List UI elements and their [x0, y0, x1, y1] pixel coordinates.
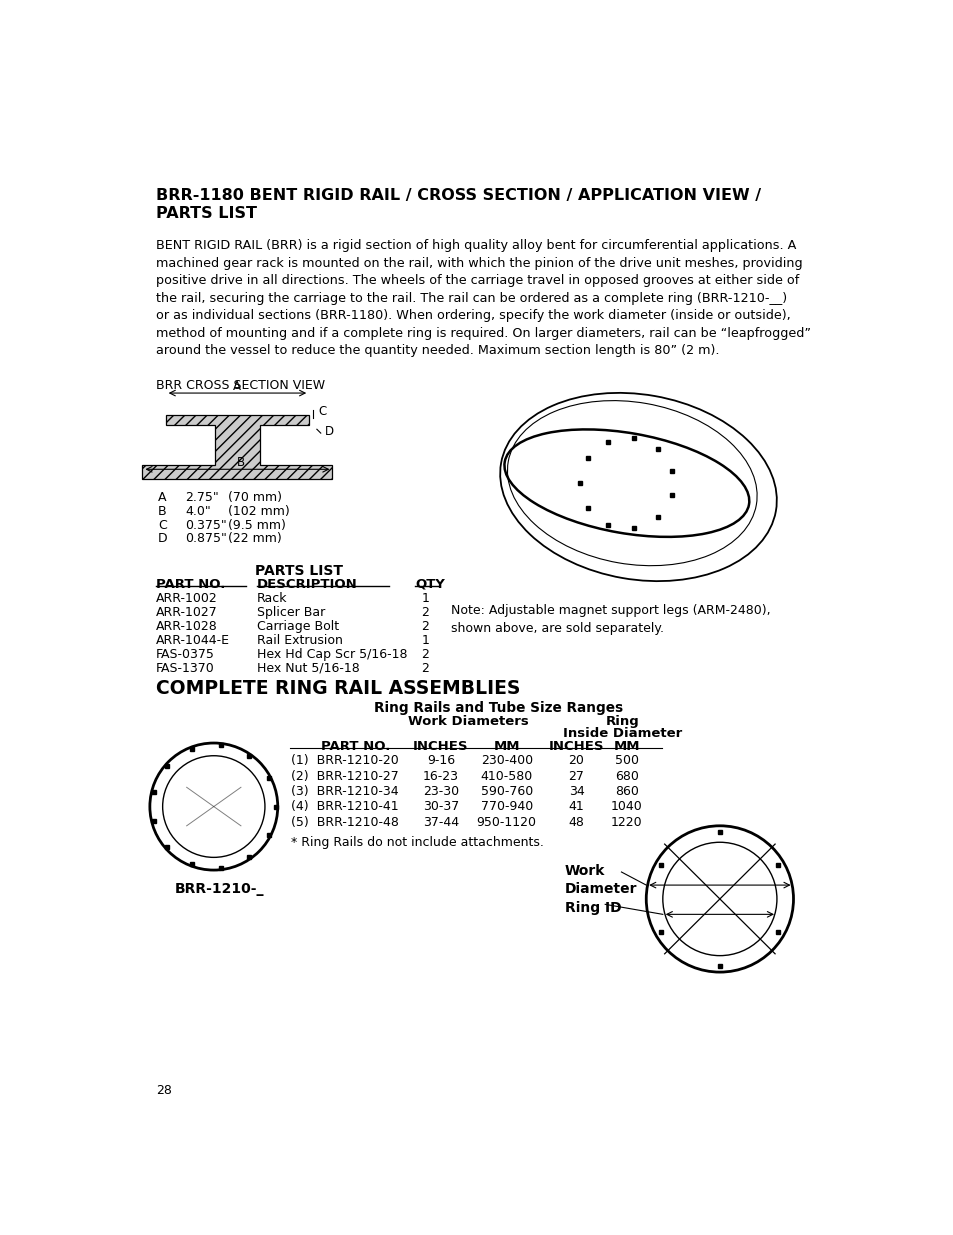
Text: Ring Rails and Tube Size Ranges: Ring Rails and Tube Size Ranges [374, 701, 623, 715]
Text: 0.875": 0.875" [185, 532, 227, 546]
Text: 1220: 1220 [611, 816, 642, 829]
Text: 410-580: 410-580 [480, 769, 533, 783]
Text: D: D [158, 532, 168, 546]
Text: ARR-1028: ARR-1028 [155, 620, 217, 634]
Text: 230-400: 230-400 [480, 755, 533, 767]
Text: 1: 1 [421, 634, 429, 647]
Ellipse shape [162, 756, 265, 857]
Text: (9.5 mm): (9.5 mm) [228, 519, 285, 531]
Text: (5)  BRR-1210-48: (5) BRR-1210-48 [291, 816, 398, 829]
Text: 48: 48 [568, 816, 584, 829]
Text: PART NO.: PART NO. [320, 740, 390, 752]
Text: (4)  BRR-1210-41: (4) BRR-1210-41 [291, 800, 398, 814]
Text: 20: 20 [568, 755, 584, 767]
Text: (1)  BRR-1210-20: (1) BRR-1210-20 [291, 755, 398, 767]
Text: INCHES: INCHES [548, 740, 603, 752]
Text: (2)  BRR-1210-27: (2) BRR-1210-27 [291, 769, 398, 783]
Text: 2: 2 [421, 648, 429, 661]
Text: C: C [318, 405, 326, 417]
Text: 41: 41 [568, 800, 584, 814]
Text: 2: 2 [421, 662, 429, 674]
Text: ARR-1002: ARR-1002 [155, 593, 217, 605]
Text: FAS-0375: FAS-0375 [155, 648, 214, 661]
Text: QTY: QTY [415, 578, 445, 590]
Text: 27: 27 [568, 769, 584, 783]
Text: Work Diameters: Work Diameters [407, 715, 528, 727]
Text: D: D [324, 425, 334, 438]
Text: Hex Hd Cap Scr 5/16-18: Hex Hd Cap Scr 5/16-18 [257, 648, 407, 661]
Text: Hex Nut 5/16-18: Hex Nut 5/16-18 [257, 662, 359, 674]
Text: Inside Diameter: Inside Diameter [563, 727, 682, 740]
Text: Note: Adjustable magnet support legs (ARM-2480),
shown above, are sold separatel: Note: Adjustable magnet support legs (AR… [451, 604, 770, 635]
Text: 23-30: 23-30 [422, 785, 458, 798]
Text: 28: 28 [155, 1084, 172, 1097]
Text: 4.0": 4.0" [185, 505, 211, 517]
Text: BRR CROSS SECTION VIEW: BRR CROSS SECTION VIEW [155, 379, 324, 393]
Text: 9-16: 9-16 [426, 755, 455, 767]
Text: PARTS LIST: PARTS LIST [254, 564, 342, 578]
Text: COMPLETE RING RAIL ASSEMBLIES: COMPLETE RING RAIL ASSEMBLIES [155, 679, 519, 699]
Text: 590-760: 590-760 [480, 785, 533, 798]
Text: 2: 2 [421, 620, 429, 634]
Text: 950-1120: 950-1120 [476, 816, 537, 829]
Text: INCHES: INCHES [413, 740, 468, 752]
Text: A: A [233, 380, 241, 393]
Text: * Ring Rails do not include attachments.: * Ring Rails do not include attachments. [291, 836, 543, 848]
Text: 770-940: 770-940 [480, 800, 533, 814]
Text: 34: 34 [568, 785, 584, 798]
Text: Rail Extrusion: Rail Extrusion [257, 634, 343, 647]
Ellipse shape [150, 743, 277, 871]
Text: (22 mm): (22 mm) [228, 532, 281, 546]
Text: PART NO.: PART NO. [155, 578, 225, 590]
Text: Ring ID: Ring ID [564, 902, 620, 915]
Text: 16-23: 16-23 [422, 769, 458, 783]
Text: Carriage Bolt: Carriage Bolt [257, 620, 339, 634]
Text: Ring: Ring [605, 715, 639, 727]
Text: 1: 1 [421, 593, 429, 605]
Text: (70 mm): (70 mm) [228, 490, 281, 504]
Text: BRR-1180 BENT RIGID RAIL / CROSS SECTION / APPLICATION VIEW /
PARTS LIST: BRR-1180 BENT RIGID RAIL / CROSS SECTION… [155, 188, 760, 221]
Text: ARR-1027: ARR-1027 [155, 606, 217, 619]
Text: FAS-1370: FAS-1370 [155, 662, 214, 674]
Text: 500: 500 [615, 755, 639, 767]
Polygon shape [142, 415, 332, 479]
Text: DESCRIPTION: DESCRIPTION [257, 578, 357, 590]
Text: MM: MM [493, 740, 519, 752]
Text: 2: 2 [421, 606, 429, 619]
Text: (102 mm): (102 mm) [228, 505, 289, 517]
Text: A: A [158, 490, 167, 504]
Text: Work
Diameter: Work Diameter [564, 864, 637, 895]
Ellipse shape [662, 842, 776, 956]
Text: 1040: 1040 [610, 800, 642, 814]
Text: 860: 860 [615, 785, 639, 798]
Text: 2.75": 2.75" [185, 490, 218, 504]
Text: MM: MM [613, 740, 639, 752]
Ellipse shape [645, 826, 793, 972]
Text: (3)  BRR-1210-34: (3) BRR-1210-34 [291, 785, 398, 798]
Text: C: C [158, 519, 167, 531]
Text: 37-44: 37-44 [422, 816, 458, 829]
Text: 30-37: 30-37 [422, 800, 458, 814]
Text: B: B [158, 505, 167, 517]
Text: BENT RIGID RAIL (BRR) is a rigid section of high quality alloy bent for circumfe: BENT RIGID RAIL (BRR) is a rigid section… [155, 240, 810, 357]
Text: ARR-1044-E: ARR-1044-E [155, 634, 230, 647]
Text: 0.375": 0.375" [185, 519, 227, 531]
Text: 680: 680 [615, 769, 639, 783]
Text: Splicer Bar: Splicer Bar [257, 606, 325, 619]
Text: BRR-1210-_: BRR-1210-_ [174, 882, 264, 897]
Text: B: B [236, 456, 245, 469]
Text: Rack: Rack [257, 593, 288, 605]
